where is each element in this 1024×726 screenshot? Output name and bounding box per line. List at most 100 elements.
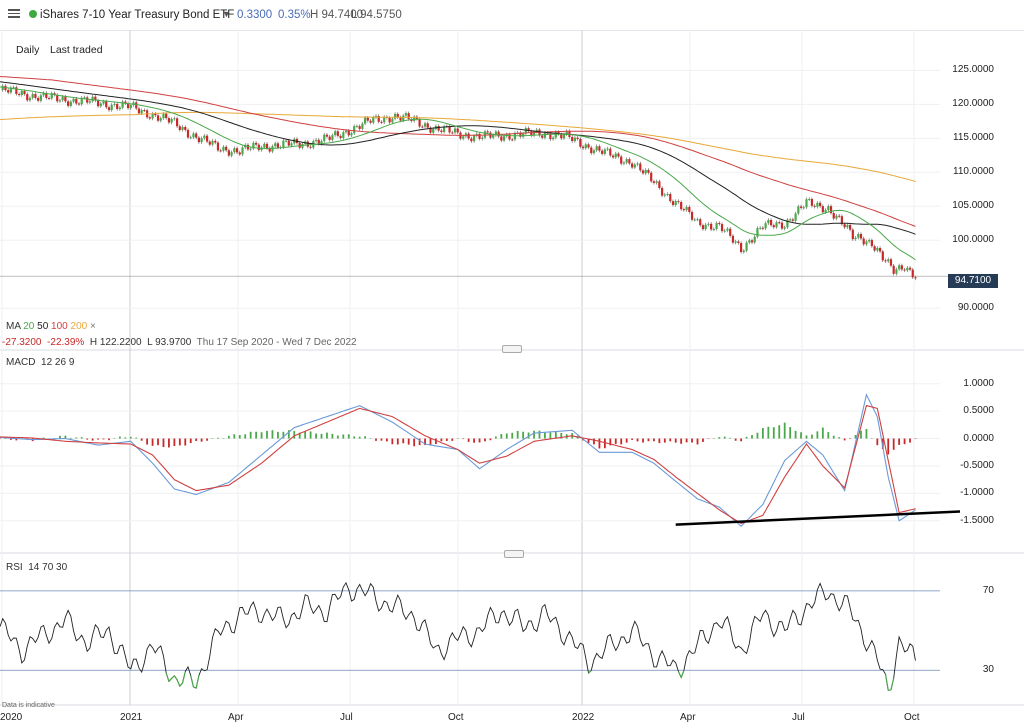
macd-histogram-bar [124, 437, 127, 439]
macd-histogram-bar [227, 435, 230, 439]
candle-body [53, 93, 56, 95]
candle-body [284, 140, 288, 142]
candle-body [794, 213, 797, 221]
candle-body [45, 92, 48, 98]
rsi-oversold-segment [168, 677, 173, 682]
chevron-down-icon[interactable]: ▼ [222, 9, 231, 19]
macd-histogram-bar [396, 438, 399, 445]
x-tick-label: Apr [680, 712, 696, 723]
macd-histogram-bar [729, 437, 732, 439]
macd-histogram-bar [358, 436, 361, 439]
macd-legend[interactable]: MACD 12 26 9 [6, 357, 74, 368]
candle-body [116, 103, 119, 110]
candle-body [339, 135, 342, 138]
candle-body [772, 225, 775, 228]
macd-histogram-bar [80, 437, 83, 439]
candle-body [353, 126, 356, 134]
macd-histogram-bar [135, 437, 138, 439]
candle-body [377, 115, 380, 122]
stat-change: -27.3200 [2, 337, 42, 348]
candle-body [91, 96, 94, 102]
candle-body [184, 127, 187, 130]
candle-body [680, 202, 683, 210]
macd-histogram-bar [326, 432, 328, 439]
price-mode-button[interactable]: Last traded [50, 44, 103, 56]
ma-legend[interactable]: MA 20 50 100 200 × [6, 321, 96, 332]
close-icon[interactable]: × [89, 321, 96, 332]
macd-histogram-bar [620, 438, 623, 445]
rsi-legend[interactable]: RSI 14 70 30 [6, 562, 67, 573]
candle-body [712, 229, 715, 231]
macd-histogram-bar [696, 438, 699, 445]
macd-histogram-bar [342, 434, 345, 439]
macd-slow: 26 [54, 357, 67, 368]
candle-body [819, 202, 822, 207]
macd-histogram-bar [549, 432, 552, 439]
candle-body [650, 172, 653, 182]
macd-histogram-bar [364, 436, 367, 439]
interval-button[interactable]: Daily [16, 44, 40, 56]
candle-body [889, 259, 893, 266]
candle-body [219, 150, 222, 152]
candle-body [241, 147, 244, 155]
candle-body [271, 146, 274, 152]
macd-histogram-bar [756, 432, 759, 439]
candle-body [222, 146, 225, 151]
candle-body [235, 148, 239, 153]
candle-body [69, 101, 72, 106]
stat-high: H 122.2200 [89, 337, 142, 348]
candle-body [571, 137, 574, 142]
x-tick-label: Jul [340, 712, 353, 723]
candle-body [306, 141, 309, 147]
macd-histogram-bar [304, 431, 307, 439]
rsi-oversold-segment [179, 682, 184, 687]
macd-histogram-bar [260, 432, 263, 439]
panel-resize-handle[interactable] [502, 345, 522, 353]
candle-body [846, 224, 849, 228]
macd-histogram-bar [800, 432, 802, 439]
candle-body [617, 153, 620, 157]
candle-body [486, 131, 489, 133]
macd-histogram-bar [282, 431, 285, 439]
candle-body [159, 118, 162, 121]
candle-body [609, 148, 612, 156]
candle-body [110, 104, 113, 111]
candle-body [429, 127, 432, 133]
candle-body [464, 133, 468, 137]
macd-histogram-bar [456, 438, 459, 439]
candle-body [214, 140, 217, 143]
candle-body [189, 137, 192, 139]
candle-body [58, 100, 62, 102]
instrument-title[interactable]: iShares 7-10 Year Treasury Bond ETF [40, 9, 235, 21]
candle-body [701, 225, 705, 230]
price-y-tick-label: 125.0000 [952, 64, 994, 76]
macd-histogram-bar [903, 438, 906, 445]
menu-icon[interactable] [8, 7, 20, 19]
footer-note: Data is indicative [2, 702, 55, 709]
macd-label: MACD [6, 357, 36, 368]
candle-body [887, 259, 890, 262]
candle-body [911, 269, 914, 278]
ma20-period: 20 [23, 321, 35, 332]
macd-histogram-bar [631, 438, 634, 440]
candle-body [423, 123, 427, 127]
candle-body [1, 85, 4, 91]
macd-histogram-bar [832, 435, 835, 439]
candle-body [413, 116, 416, 121]
candle-body [546, 132, 549, 134]
candle-body [671, 201, 675, 205]
x-tick-label: Jul [792, 712, 805, 723]
candle-body [690, 211, 694, 220]
candle-body [726, 228, 729, 231]
candle-body [761, 227, 764, 229]
price-y-tick-label: 120.0000 [952, 98, 994, 110]
macd-histogram-bar [707, 438, 710, 440]
macd-histogram-bar [761, 427, 764, 439]
candle-body [816, 202, 819, 207]
panel-resize-handle[interactable] [504, 550, 524, 558]
candle-body [80, 97, 83, 105]
candle-body [723, 230, 726, 232]
rsi-label: RSI [6, 562, 23, 573]
macd-histogram-bar [865, 429, 868, 439]
